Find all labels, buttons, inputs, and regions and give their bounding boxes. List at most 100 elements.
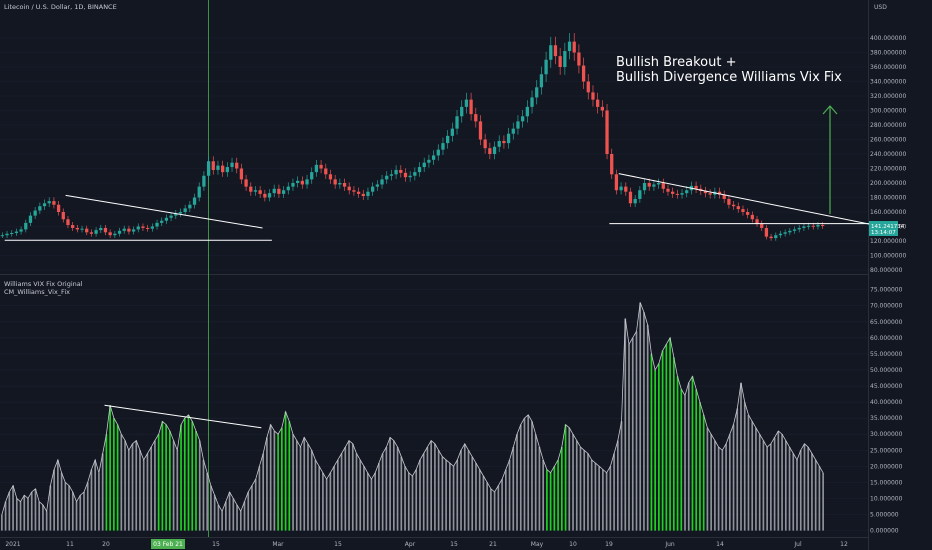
- candles-series: [0, 33, 825, 241]
- breakout-arrow: [822, 105, 838, 214]
- candle-body: [85, 228, 89, 233]
- price-tick-label: 100.000000: [870, 253, 906, 260]
- candle-body: [38, 206, 42, 211]
- candle-body: [225, 167, 229, 173]
- candle-body: [483, 139, 487, 149]
- candle-body: [671, 191, 675, 194]
- vix-tick-label: 10.000000: [870, 495, 903, 502]
- time-tick-label: May: [531, 541, 544, 548]
- candle-body: [399, 169, 403, 173]
- annotation-line1: Bullish Breakout +: [616, 55, 736, 70]
- price-tick-label: 320.000000: [870, 93, 906, 100]
- vix-tick-label: 5.000000: [870, 512, 899, 519]
- candle-body: [511, 128, 515, 134]
- candle-body: [708, 193, 712, 195]
- candle-body: [628, 191, 633, 204]
- candle-body: [89, 232, 94, 234]
- candle-body: [155, 222, 159, 227]
- candle-body: [244, 179, 248, 187]
- vix-tick-label: 55.000000: [870, 351, 903, 358]
- vix-tick-label: 65.000000: [870, 319, 903, 326]
- candle-body: [253, 190, 258, 192]
- candle-body: [605, 110, 609, 154]
- time-tick-label: Jun: [664, 541, 675, 548]
- candle-body: [164, 217, 169, 221]
- candle-body: [661, 183, 665, 189]
- candle-body: [596, 99, 600, 107]
- time-tick-label: 20: [102, 541, 110, 548]
- candle-body: [750, 214, 754, 220]
- time-tick-label: 03 Feb 21: [153, 541, 183, 548]
- time-axis: 2021 11 20 03 Feb 21 15 Mar 15 Apr 15 21 May 10 19 Ju…: [5, 539, 848, 549]
- candle-body: [249, 186, 253, 192]
- candle-body: [516, 121, 520, 129]
- candle-body: [136, 226, 140, 230]
- time-tick-label: 12: [840, 541, 848, 548]
- candle-body: [389, 174, 394, 176]
- candle-body: [310, 172, 314, 180]
- candle-body: [10, 233, 14, 235]
- time-tick-label: Apr: [405, 541, 416, 548]
- vix-tick-label: 60.000000: [870, 335, 903, 342]
- candle-body: [521, 116, 525, 122]
- candle-body: [183, 208, 187, 212]
- vix-tick-label: 40.000000: [870, 399, 903, 406]
- candle-body: [14, 231, 19, 234]
- vix-axis: 75.000000 70.000000 65.000000 60.000000 55.0…: [870, 287, 903, 535]
- candle-body: [75, 227, 79, 230]
- candle-body: [122, 228, 126, 231]
- candle-body: [230, 162, 234, 168]
- time-tick-label: Jul: [793, 541, 802, 548]
- candle-body: [342, 183, 347, 187]
- candle-body: [174, 213, 178, 216]
- candle-body: [356, 191, 361, 194]
- candle-body: [610, 154, 614, 175]
- candle-body: [806, 225, 811, 227]
- candle-body: [127, 228, 131, 232]
- candle-body: [656, 183, 661, 185]
- candle-body: [460, 106, 464, 117]
- candle-body: [544, 59, 548, 75]
- candle-body: [141, 226, 145, 228]
- candle-body: [338, 183, 342, 185]
- candle-body: [66, 219, 70, 226]
- candle-body: [530, 97, 534, 107]
- indicator-title-2[interactable]: CM_Williams_Vix_Fix: [4, 288, 70, 296]
- price-tick-label: 220.000000: [870, 166, 906, 173]
- candle-body: [160, 220, 164, 223]
- candle-body: [764, 227, 769, 237]
- candle-body: [535, 87, 539, 98]
- candle-body: [291, 183, 295, 187]
- candle-body: [717, 191, 722, 195]
- candle-body: [746, 212, 750, 215]
- symbol-header[interactable]: Litecoin / U.S. Dollar, 1D, BINANCE: [4, 3, 117, 11]
- price-badge-value: 141.241734: [871, 224, 905, 230]
- candle-body: [235, 162, 239, 169]
- candle-body: [131, 229, 136, 232]
- price-badge-bg: [869, 221, 898, 236]
- time-tick-label: 10: [569, 541, 577, 548]
- candle-body: [769, 236, 773, 239]
- price-tick-label: 120.000000: [870, 238, 906, 245]
- time-tick-label: 14: [716, 541, 724, 548]
- candle-body: [539, 74, 544, 88]
- candle-body: [741, 209, 745, 212]
- candle-body: [108, 232, 112, 236]
- vix-tick-label: 50.000000: [870, 367, 903, 374]
- candle-body: [488, 148, 492, 154]
- candle-body: [525, 106, 529, 117]
- time-tick-label: 2021: [5, 541, 20, 548]
- candle-body: [647, 183, 651, 187]
- candle-body: [267, 193, 272, 198]
- candle-body: [731, 204, 736, 207]
- price-axis: 400.000000 380.000000 360.000000 340.000000…: [870, 35, 906, 274]
- candle-body: [333, 179, 337, 185]
- indicator-title-1[interactable]: Williams VIX Fix Original: [4, 280, 83, 288]
- candle-body: [371, 186, 375, 192]
- candle-body: [778, 233, 783, 236]
- candle-body: [642, 183, 647, 191]
- candle-body: [169, 215, 173, 218]
- price-tick-label: 400.000000: [870, 35, 906, 42]
- candle-body: [324, 168, 328, 175]
- candle-body: [633, 198, 637, 204]
